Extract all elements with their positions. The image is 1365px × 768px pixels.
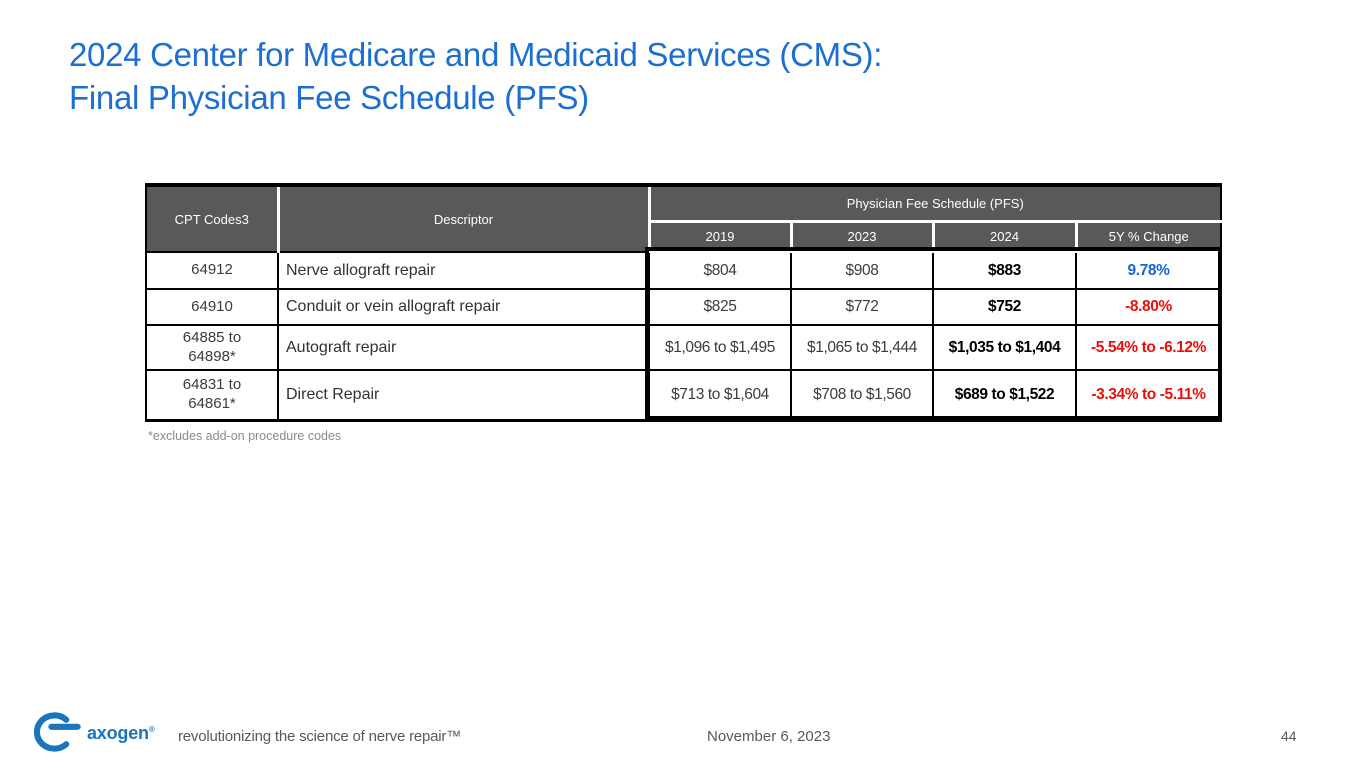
cell-2023-fee: $908: [790, 252, 934, 290]
fee-schedule-table: CPT Codes3 Descriptor Physician Fee Sche…: [145, 183, 1225, 422]
footer-tagline: revolutionizing the science of nerve rep…: [178, 728, 462, 745]
page-number: 44: [1281, 728, 1297, 744]
cell-cpt-code: 64910: [145, 288, 279, 326]
cell-2023-fee: $772: [790, 288, 934, 326]
cell-2019-fee: $1,096 to $1,495: [648, 324, 792, 371]
axogen-logo-icon: [33, 712, 81, 752]
cell-descriptor: Conduit or vein allograft repair: [277, 288, 650, 326]
table-row: 64910 Conduit or vein allograft repair $…: [145, 288, 1223, 326]
axogen-logo-text: axogen®: [87, 723, 155, 744]
cell-2023-fee: $1,065 to $1,444: [790, 324, 934, 371]
cell-5y-change: 9.78%: [1074, 252, 1223, 290]
footer-date: November 6, 2023: [707, 728, 831, 745]
cell-cpt-code: 64885 to 64898*: [145, 324, 279, 371]
pfs-table: CPT Codes3 Descriptor Physician Fee Sche…: [145, 183, 1223, 422]
cell-2019-fee: $804: [648, 252, 792, 290]
col-header-pfs-group: Physician Fee Schedule (PFS): [649, 183, 1223, 223]
cell-5y-change: -3.34% to -5.11%: [1074, 369, 1223, 422]
cell-2023-fee: $708 to $1,560: [790, 369, 934, 422]
table-row: 64912 Nerve allograft repair $804 $908 $…: [145, 252, 1223, 290]
cell-5y-change: -8.80%: [1074, 288, 1223, 326]
col-header-2024: 2024: [933, 221, 1078, 253]
cell-cpt-code: 64912: [145, 252, 279, 290]
cell-2024-fee: $689 to $1,522: [932, 369, 1077, 422]
cell-5y-change: -5.54% to -6.12%: [1074, 324, 1223, 371]
col-header-descriptor: Descriptor: [278, 183, 651, 253]
col-header-2019: 2019: [649, 221, 793, 253]
registered-mark: ®: [148, 724, 155, 734]
axogen-logo: axogen®: [26, 708, 155, 756]
title-line-1: 2024 Center for Medicare and Medicaid Se…: [69, 36, 883, 73]
cell-cpt-code: 64831 to 64861*: [145, 369, 279, 422]
cell-2019-fee: $713 to $1,604: [648, 369, 792, 422]
cell-descriptor: Direct Repair: [277, 369, 650, 422]
col-header-5y-change: 5Y % Change: [1076, 221, 1223, 253]
cell-2024-fee: $883: [932, 252, 1077, 290]
header-row-group: CPT Codes3 Descriptor Physician Fee Sche…: [145, 183, 1223, 253]
table-footnote: *excludes add-on procedure codes: [148, 429, 342, 443]
cell-2019-fee: $825: [648, 288, 792, 326]
col-header-cpt-codes: CPT Codes3: [145, 183, 280, 253]
cell-2024-fee: $752: [932, 288, 1077, 326]
logo-wordmark: axogen: [87, 722, 149, 743]
title-line-2: Final Physician Fee Schedule (PFS): [69, 79, 589, 116]
page-title: 2024 Center for Medicare and Medicaid Se…: [69, 33, 882, 119]
cell-descriptor: Nerve allograft repair: [277, 252, 650, 290]
col-header-2023: 2023: [791, 221, 935, 253]
table-row: 64885 to 64898* Autograft repair $1,096 …: [145, 324, 1223, 371]
cell-descriptor: Autograft repair: [277, 324, 650, 371]
table-row: 64831 to 64861* Direct Repair $713 to $1…: [145, 369, 1223, 422]
cell-2024-fee: $1,035 to $1,404: [932, 324, 1077, 371]
